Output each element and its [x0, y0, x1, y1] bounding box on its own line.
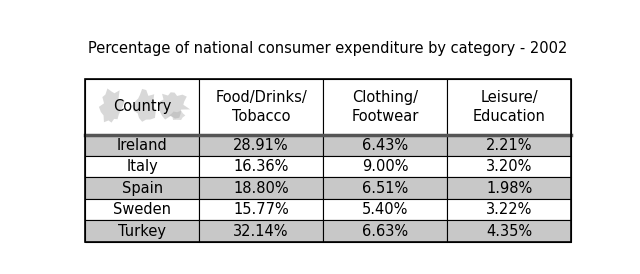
Bar: [447, 199, 571, 220]
Text: 2.21%: 2.21%: [486, 138, 532, 153]
Text: 6.43%: 6.43%: [362, 138, 408, 153]
Text: 3.20%: 3.20%: [486, 159, 532, 174]
Text: Italy: Italy: [126, 159, 158, 174]
Text: Food/Drinks/
Tobacco: Food/Drinks/ Tobacco: [215, 90, 307, 124]
Bar: [323, 199, 447, 220]
Bar: [199, 220, 323, 242]
Bar: [199, 199, 323, 220]
Bar: [85, 220, 199, 242]
Text: Percentage of national consumer expenditure by category - 2002: Percentage of national consumer expendit…: [88, 41, 568, 56]
Text: 1.98%: 1.98%: [486, 181, 532, 196]
Bar: [323, 178, 447, 199]
Bar: [447, 220, 571, 242]
Text: 9.00%: 9.00%: [362, 159, 408, 174]
PathPatch shape: [99, 89, 125, 123]
Bar: [323, 135, 447, 156]
Bar: [447, 178, 571, 199]
Bar: [85, 79, 571, 242]
Bar: [85, 156, 199, 178]
PathPatch shape: [132, 89, 156, 122]
PathPatch shape: [170, 111, 186, 120]
Bar: [199, 156, 323, 178]
Text: 6.51%: 6.51%: [362, 181, 408, 196]
Bar: [199, 135, 323, 156]
Text: 5.40%: 5.40%: [362, 202, 408, 217]
Bar: [447, 79, 571, 135]
Bar: [323, 79, 447, 135]
Text: Turkey: Turkey: [118, 224, 166, 239]
Bar: [199, 79, 323, 135]
Text: 16.36%: 16.36%: [234, 159, 289, 174]
Text: Spain: Spain: [122, 181, 163, 196]
Bar: [85, 178, 199, 199]
Bar: [85, 135, 199, 156]
Bar: [447, 135, 571, 156]
Text: 4.35%: 4.35%: [486, 224, 532, 239]
PathPatch shape: [158, 92, 190, 119]
Text: Ireland: Ireland: [116, 138, 168, 153]
Bar: [323, 156, 447, 178]
Text: 18.80%: 18.80%: [234, 181, 289, 196]
Text: Clothing/
Footwear: Clothing/ Footwear: [351, 90, 419, 124]
Bar: [447, 156, 571, 178]
Text: 3.22%: 3.22%: [486, 202, 532, 217]
Bar: [85, 199, 199, 220]
Text: 6.63%: 6.63%: [362, 224, 408, 239]
Text: Country: Country: [113, 99, 172, 115]
Text: Sweden: Sweden: [113, 202, 171, 217]
Text: Leisure/
Education: Leisure/ Education: [472, 90, 545, 124]
Text: 15.77%: 15.77%: [234, 202, 289, 217]
Text: 28.91%: 28.91%: [234, 138, 289, 153]
Bar: [199, 178, 323, 199]
Bar: [85, 79, 199, 135]
Text: 32.14%: 32.14%: [234, 224, 289, 239]
Bar: [323, 220, 447, 242]
